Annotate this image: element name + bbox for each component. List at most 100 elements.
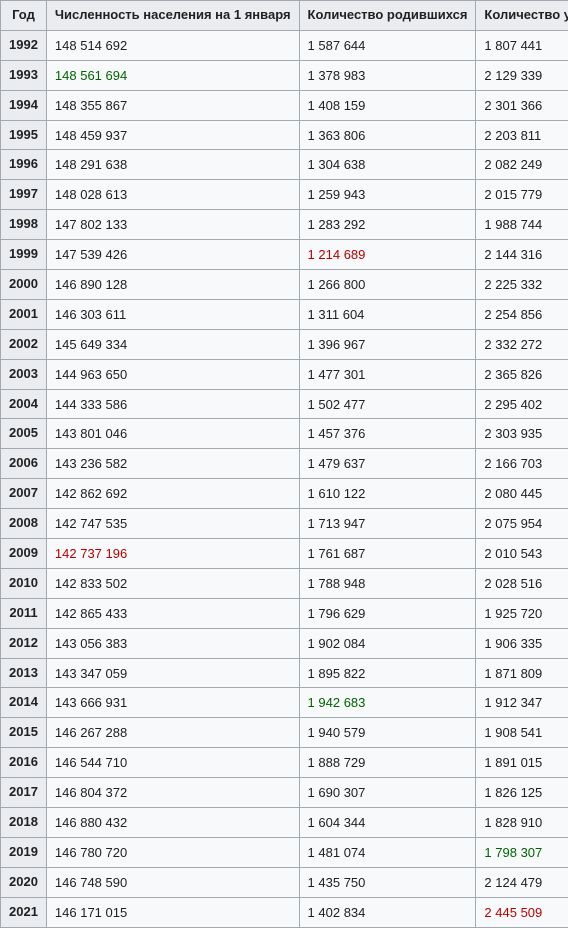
cell-deaths: 2 303 935 [476, 419, 568, 449]
cell-population: 142 862 692 [46, 479, 299, 509]
cell-deaths: 1 798 307 [476, 837, 568, 867]
cell-deaths: 2 124 479 [476, 867, 568, 897]
cell-population: 143 347 059 [46, 658, 299, 688]
table-row: 2013143 347 0591 895 8221 871 80924 0133… [1, 658, 568, 688]
table-row: 2006143 236 5821 479 6372 166 703−687 06… [1, 449, 568, 479]
table-row: 1998147 802 1331 283 2921 988 744−705 45… [1, 210, 568, 240]
cell-births: 1 363 806 [299, 120, 476, 150]
cell-deaths: 2 129 339 [476, 60, 568, 90]
cell-population: 147 539 426 [46, 240, 299, 270]
col-deaths[interactable]: Количество умерших [476, 1, 568, 31]
cell-population: 143 666 931 [46, 688, 299, 718]
population-table-wrapper: Год Численность населения на 1 января Ко… [0, 0, 568, 928]
population-table: Год Численность населения на 1 января Ко… [0, 0, 568, 928]
cell-population: 142 865 433 [46, 598, 299, 628]
cell-deaths: 1 807 441 [476, 30, 568, 60]
cell-births: 1 396 967 [299, 329, 476, 359]
cell-deaths: 1 871 809 [476, 658, 568, 688]
cell-year: 2011 [1, 598, 47, 628]
cell-year: 1997 [1, 180, 47, 210]
cell-year: 2019 [1, 837, 47, 867]
cell-population: 146 804 372 [46, 778, 299, 808]
table-row: 2007142 862 6921 610 1222 080 445−470 32… [1, 479, 568, 509]
table-row: 1994148 355 8671 408 1592 301 366−893 20… [1, 90, 568, 120]
cell-year: 2021 [1, 897, 47, 927]
table-row: 1995148 459 9371 363 8062 203 811−840 00… [1, 120, 568, 150]
cell-year: 2003 [1, 359, 47, 389]
cell-births: 1 888 729 [299, 748, 476, 778]
cell-births: 1 796 629 [299, 598, 476, 628]
cell-population: 148 514 692 [46, 30, 299, 60]
cell-deaths: 1 925 720 [476, 598, 568, 628]
col-population[interactable]: Численность населения на 1 января [46, 1, 299, 31]
cell-year: 2010 [1, 568, 47, 598]
cell-deaths: 1 912 347 [476, 688, 568, 718]
cell-population: 148 355 867 [46, 90, 299, 120]
cell-births: 1 604 344 [299, 808, 476, 838]
cell-births: 1 788 948 [299, 568, 476, 598]
col-births[interactable]: Количество родившихся [299, 1, 476, 31]
cell-population: 146 303 611 [46, 299, 299, 329]
cell-deaths: 2 365 826 [476, 359, 568, 389]
cell-population: 146 890 128 [46, 270, 299, 300]
cell-population: 147 802 133 [46, 210, 299, 240]
col-year[interactable]: Год [1, 1, 47, 31]
cell-year: 2020 [1, 867, 47, 897]
cell-population: 142 737 196 [46, 539, 299, 569]
table-row: 2005143 801 0461 457 3762 303 935−846 55… [1, 419, 568, 449]
table-row: 2010142 833 5021 788 9482 028 516−239 56… [1, 568, 568, 598]
table-row: 1996148 291 6381 304 6382 082 249−777 61… [1, 150, 568, 180]
cell-year: 2016 [1, 748, 47, 778]
cell-population: 144 333 586 [46, 389, 299, 419]
cell-year: 2012 [1, 628, 47, 658]
cell-births: 1 435 750 [299, 867, 476, 897]
cell-deaths: 1 826 125 [476, 778, 568, 808]
cell-population: 148 291 638 [46, 150, 299, 180]
cell-deaths: 2 225 332 [476, 270, 568, 300]
cell-births: 1 283 292 [299, 210, 476, 240]
cell-births: 1 690 307 [299, 778, 476, 808]
cell-births: 1 479 637 [299, 449, 476, 479]
table-row: 2001146 303 6111 311 6042 254 856−943 25… [1, 299, 568, 329]
table-row: 2011142 865 4331 796 6291 925 720−129 09… [1, 598, 568, 628]
cell-population: 142 833 502 [46, 568, 299, 598]
cell-year: 1996 [1, 150, 47, 180]
cell-deaths: 2 080 445 [476, 479, 568, 509]
table-row: 2008142 747 5351 713 9472 075 954−362 00… [1, 509, 568, 539]
cell-population: 146 544 710 [46, 748, 299, 778]
cell-deaths: 1 908 541 [476, 718, 568, 748]
cell-births: 1 304 638 [299, 150, 476, 180]
cell-year: 2005 [1, 419, 47, 449]
table-row: 1992148 514 6921 587 6441 807 441−219 79… [1, 30, 568, 60]
cell-population: 148 459 937 [46, 120, 299, 150]
cell-year: 2009 [1, 539, 47, 569]
cell-year: 1998 [1, 210, 47, 240]
cell-year: 1993 [1, 60, 47, 90]
cell-deaths: 2 144 316 [476, 240, 568, 270]
cell-year: 2013 [1, 658, 47, 688]
table-row: 2003144 963 6501 477 3012 365 826−888 52… [1, 359, 568, 389]
cell-births: 1 502 477 [299, 389, 476, 419]
cell-births: 1 481 074 [299, 837, 476, 867]
table-row: 1993148 561 6941 378 9832 129 339−750 35… [1, 60, 568, 90]
cell-population: 143 236 582 [46, 449, 299, 479]
cell-births: 1 942 683 [299, 688, 476, 718]
cell-year: 2001 [1, 299, 47, 329]
cell-year: 1994 [1, 90, 47, 120]
cell-year: 2002 [1, 329, 47, 359]
cell-year: 2008 [1, 509, 47, 539]
cell-deaths: 2 166 703 [476, 449, 568, 479]
table-row: 2020146 748 5901 435 7502 124 479−702 07… [1, 867, 568, 897]
cell-births: 1 940 579 [299, 718, 476, 748]
table-row: 2017146 804 3721 690 3071 826 125−135 81… [1, 778, 568, 808]
cell-deaths: 2 010 543 [476, 539, 568, 569]
table-row: 2014143 666 9311 942 6831 912 34730 3362… [1, 688, 568, 718]
cell-births: 1 477 301 [299, 359, 476, 389]
table-header: Год Численность населения на 1 января Ко… [1, 1, 568, 31]
table-row: 2016146 544 7101 888 7291 891 015−2 2862… [1, 748, 568, 778]
cell-deaths: 2 075 954 [476, 509, 568, 539]
cell-population: 148 561 694 [46, 60, 299, 90]
cell-births: 1 408 159 [299, 90, 476, 120]
cell-deaths: 1 891 015 [476, 748, 568, 778]
table-row: 2012143 056 3831 902 0841 906 335−4 2512… [1, 628, 568, 658]
